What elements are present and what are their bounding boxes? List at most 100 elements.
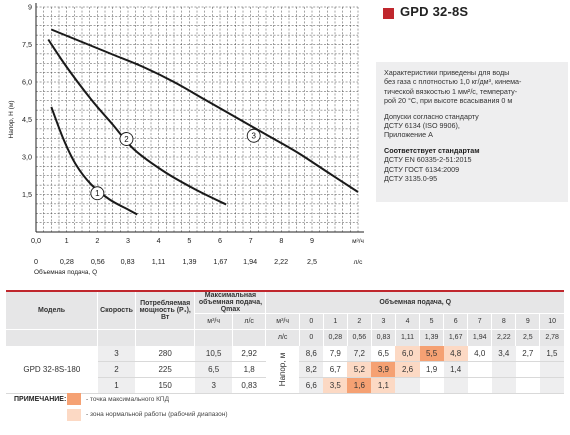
flow-m3h-6: 6 (443, 313, 468, 330)
x-axis-label: Объемная подача, Q (34, 268, 97, 276)
pump-curve-chart: 9 7,5 6,0 4,5 3,0 1,5 Напор, Н (м) 0,0 1 2 3 4 5 6 7 8 9… (8, 3, 364, 276)
head-value-cell: 5,5 (419, 345, 444, 362)
head-value-cell: 1,5 (539, 345, 564, 362)
head-value-cell: 8,2 (299, 361, 324, 378)
head-value-cell (395, 377, 420, 394)
x-tick-m3h: 4 (157, 236, 161, 245)
head-value-cell: 1,9 (419, 361, 444, 378)
flow-ls-10: 2,78 (539, 329, 564, 346)
flow-ls-0: 0 (298, 329, 324, 346)
flow-m3h-8: 8 (491, 313, 516, 330)
head-value-cell (539, 361, 564, 378)
flow-m3h-7: 7 (467, 313, 492, 330)
work-zone-label: - зона нормальной работы (рабочий диапаз… (86, 411, 228, 418)
flow-m3h-9: 9 (515, 313, 540, 330)
x-tick-ls: 1,94 (243, 257, 257, 266)
note-title: ПРИМЕЧАНИЕ: (14, 396, 67, 403)
chart-grid (35, 6, 359, 233)
y-tick-label: 1,5 (22, 190, 32, 199)
x-tick-m3h: 7 (249, 236, 253, 245)
curve-marker-1 (90, 186, 105, 201)
head-value-cell (419, 377, 444, 394)
qmax-ls-cell: 0,83 (232, 377, 266, 394)
x-tick-m3h: 6 (218, 236, 222, 245)
head-value-cell: 7,9 (323, 345, 348, 362)
head-value-cell (515, 377, 540, 394)
head-value-cell: 3,9 (371, 361, 396, 378)
x-tick-ls: 0 (34, 257, 38, 266)
flow-ls-4: 1,11 (394, 329, 420, 346)
description-line: ДСТУ ГОСТ 6134:2009 (384, 164, 460, 174)
x-unit-m3h: м³/ч (352, 238, 364, 245)
head-value-cell: 3,4 (491, 345, 516, 362)
curve-label-1: 1 (95, 189, 100, 198)
flow-m3h-4: 4 (394, 313, 420, 330)
head-value-cell: 1,6 (347, 377, 372, 394)
flow-ls-9: 2,5 (515, 329, 540, 346)
curve-speed-1 (50, 106, 138, 216)
description-line: Характеристики приведены для воды (384, 68, 510, 77)
x-tick-ls: 2,5 (307, 257, 317, 266)
x-tick-m3h: 8 (279, 236, 283, 245)
flow-ls-7: 1,94 (467, 329, 492, 346)
y-tick-label: 3,0 (22, 153, 32, 162)
table-row: 2 225 6,5 1,8 8,2 6,7 5,2 3,9 2,6 1,9 1,4 (6, 361, 564, 378)
head-value-cell: 3,5 (323, 377, 348, 394)
head-value-cell: 4,0 (467, 345, 492, 362)
head-value-cell: 2,6 (395, 361, 420, 378)
chart-curves (47, 28, 359, 216)
x-tick-ls: 0,83 (121, 257, 135, 266)
head-value-cell: 6,5 (371, 345, 396, 362)
flow-m3h-2: 2 (346, 313, 372, 330)
x-tick-ls: 1,11 (152, 257, 165, 266)
flow-m3h-0: 0 (298, 313, 324, 330)
description-conditions: Характеристики приведены для воды без газ… (384, 68, 560, 106)
flow-m3h-1: 1 (322, 313, 348, 330)
max-efficiency-swatch (67, 393, 81, 405)
flow-m3h-5: 5 (419, 313, 444, 330)
col-power: Потребляемая мощность (P₁), Вт (134, 291, 195, 330)
x-tick-m3h: 5 (187, 236, 191, 245)
power-cell: 150 (135, 377, 195, 394)
flow-ls-3: 0,83 (370, 329, 396, 346)
col-model: Модель (6, 291, 98, 330)
description-standards: ДСТУ EN 60335-2-51:2015 ДСТУ ГОСТ 6134:20… (384, 155, 560, 183)
y-tick-label: 4,5 (22, 115, 32, 124)
head-value-cell (515, 361, 540, 378)
x-tick-ls: 0,28 (60, 257, 74, 266)
model-title: GPD 32-8S (400, 4, 469, 19)
head-label: Напор, м (278, 352, 288, 386)
qmax-m3h-cell: 3 (194, 377, 233, 394)
x-tick-m3h: 0,0 (31, 236, 41, 245)
qmax-m3h-cell: 10,5 (194, 345, 233, 362)
head-value-cell (491, 361, 516, 378)
head-value-cell: 7,2 (347, 345, 372, 362)
curve-label-3: 3 (252, 132, 257, 141)
curve-speed-3 (50, 28, 359, 193)
x-tick-ls: 2,22 (274, 257, 288, 266)
col-speed: Скорость (97, 291, 136, 330)
model-badge (383, 8, 394, 19)
description-line: ДСТУ EN 60335-2-51:2015 (384, 155, 472, 165)
head-label-cell: Напор, м (265, 345, 300, 394)
curve-marker-2 (119, 132, 134, 146)
flow-unit-ls: л/с (265, 329, 300, 346)
chart-axes (35, 3, 364, 233)
curve-label-2: 2 (124, 135, 129, 144)
x-tick-ls: 1,67 (213, 257, 227, 266)
work-zone-swatch (67, 409, 81, 421)
flow-m3h-10: 10 (539, 313, 564, 330)
head-value-cell (467, 377, 492, 394)
speed-cell: 3 (97, 345, 136, 362)
standards-title: Соответствует стандартам (384, 145, 480, 155)
head-value-cell: 6,0 (395, 345, 420, 362)
col-qmax: Максимальная объемная подача, Qmax (194, 291, 266, 314)
qmax-ls-cell: 1,8 (232, 361, 266, 378)
qmax-unit-m3h: м³/ч (194, 313, 233, 330)
description-line: без газа с плотностью 1,0 кг/дм³, кинема… (384, 77, 522, 87)
description-tolerances: Допуски согласно стандарту ДСТУ 6134 (ISO… (384, 112, 560, 140)
head-value-cell: 8,6 (299, 345, 324, 362)
qmax-m3h-cell: 6,5 (194, 361, 233, 378)
speed-cell: 1 (97, 377, 136, 394)
description-box: Характеристики приведены для воды без газ… (376, 62, 568, 202)
